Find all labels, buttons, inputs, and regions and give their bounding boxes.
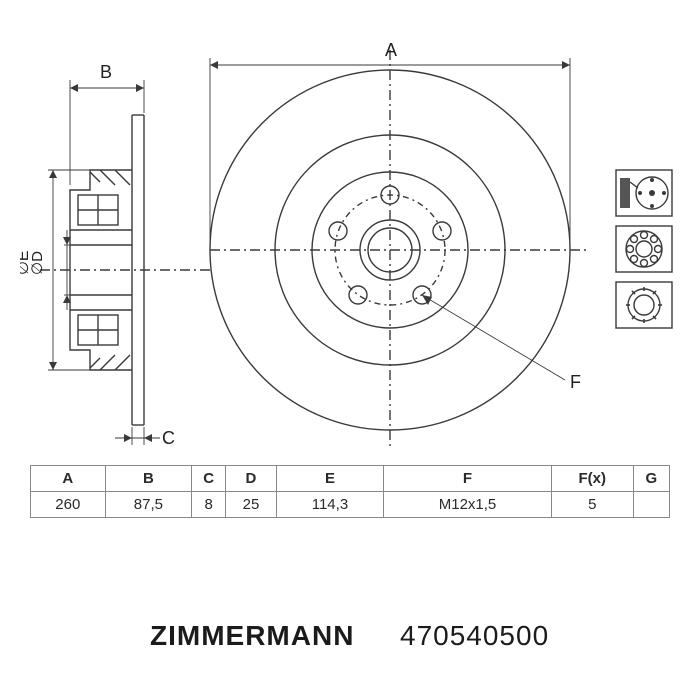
side-section-view: B C ∅E ∅D bbox=[20, 62, 210, 448]
col-E: E bbox=[276, 466, 383, 492]
table-data-row: 260 87,5 8 25 114,3 M12x1,5 5 bbox=[31, 492, 670, 518]
part-number: 470540500 bbox=[400, 620, 549, 652]
bearing-icon bbox=[616, 226, 672, 272]
dim-label-F: F bbox=[570, 372, 581, 392]
table-header-row: A B C D E F F(x) G bbox=[31, 466, 670, 492]
val-C: 8 bbox=[192, 492, 226, 518]
col-C: C bbox=[192, 466, 226, 492]
val-Fx: 5 bbox=[551, 492, 633, 518]
col-A: A bbox=[31, 466, 106, 492]
spec-table: A B C D E F F(x) G 260 87,5 8 25 114,3 M… bbox=[30, 465, 670, 518]
toothed-ring-icon bbox=[616, 282, 672, 328]
brand-label: ZIMMERMANN bbox=[150, 620, 354, 652]
technical-drawing: B C ∅E ∅D bbox=[20, 20, 680, 450]
side-icons bbox=[616, 170, 672, 328]
val-D: 25 bbox=[226, 492, 277, 518]
val-G bbox=[633, 492, 669, 518]
val-E: 114,3 bbox=[276, 492, 383, 518]
val-A: 260 bbox=[31, 492, 106, 518]
front-face-view: A F bbox=[210, 40, 590, 450]
col-G: G bbox=[633, 466, 669, 492]
val-F: M12x1,5 bbox=[384, 492, 552, 518]
dim-label-C: C bbox=[162, 428, 175, 448]
adjust-tool-icon bbox=[616, 170, 672, 216]
col-D: D bbox=[226, 466, 277, 492]
dim-label-D: ∅D bbox=[29, 251, 46, 275]
col-Fx: F(x) bbox=[551, 466, 633, 492]
col-B: B bbox=[105, 466, 192, 492]
col-F: F bbox=[384, 466, 552, 492]
dim-label-B: B bbox=[100, 62, 112, 82]
dim-label-A: A bbox=[385, 40, 397, 60]
val-B: 87,5 bbox=[105, 492, 192, 518]
